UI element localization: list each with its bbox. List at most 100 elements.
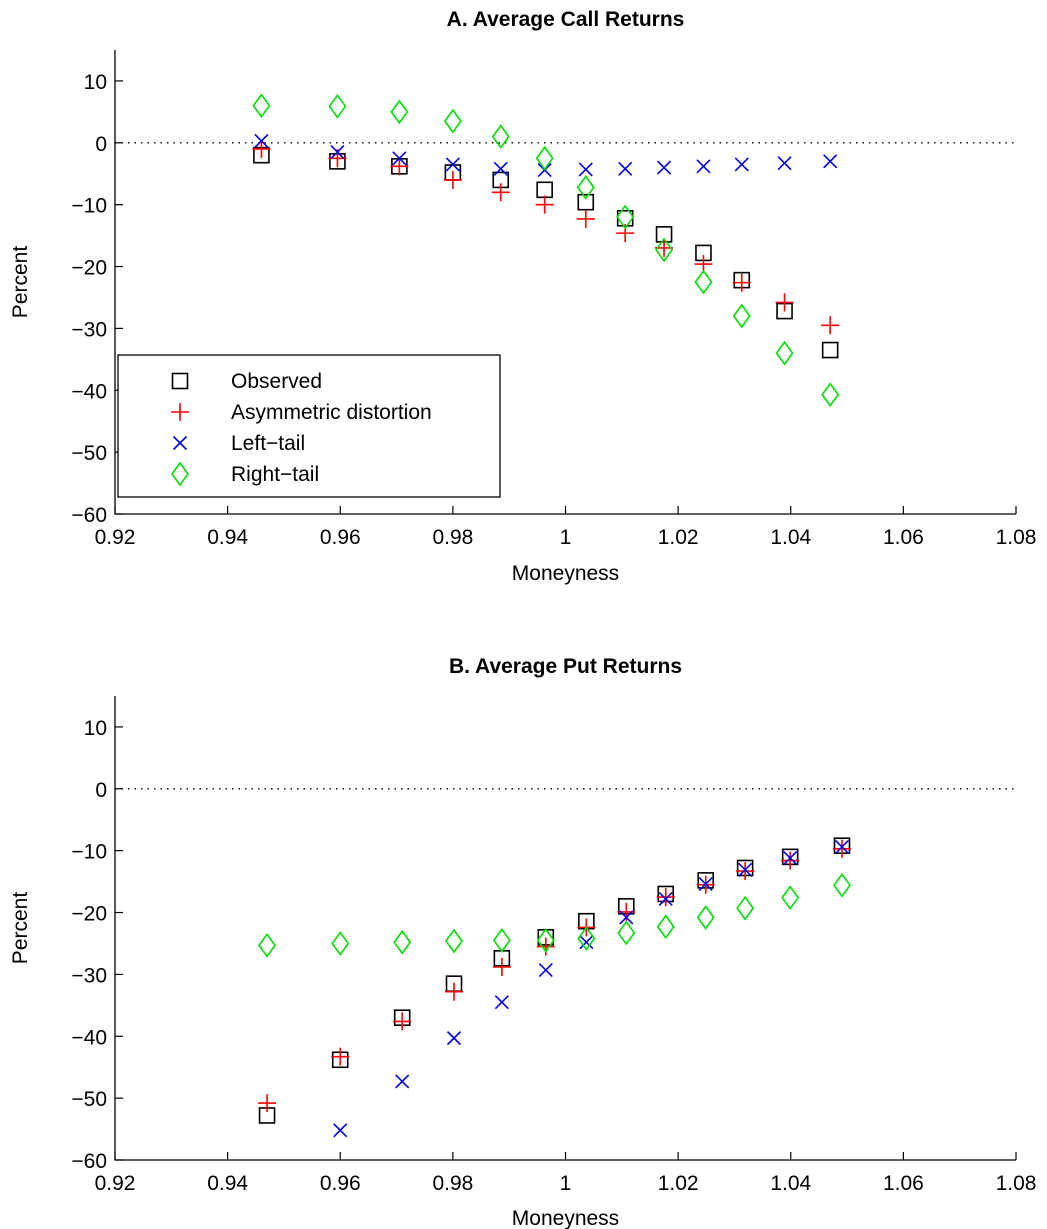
point-plus	[390, 157, 409, 176]
x-tick-label: 1.08	[996, 1172, 1037, 1195]
y-tick-label: −10	[71, 195, 107, 218]
point-plus	[732, 273, 751, 292]
x-tick-label: 1	[560, 1172, 572, 1195]
point-diamond	[781, 885, 800, 911]
x-tick-label: 1.04	[770, 526, 811, 549]
point-diamond	[443, 108, 462, 134]
point-diamond	[732, 303, 751, 329]
x-tick-label: 0.94	[207, 1172, 248, 1195]
point-diamond	[492, 928, 511, 953]
point-diamond	[536, 928, 555, 953]
x-axis-label: Moneyness	[512, 1207, 619, 1229]
point-cross	[696, 159, 711, 174]
point-plus	[491, 183, 510, 202]
point-diamond	[252, 93, 271, 119]
point-cross	[254, 133, 269, 149]
point-diamond	[775, 340, 794, 366]
point-plus	[252, 139, 271, 158]
x-tick-label: 0.96	[320, 1172, 361, 1195]
point-diamond	[696, 905, 715, 930]
point-diamond	[694, 269, 713, 295]
legend-marker-cross	[172, 435, 188, 451]
x-axis-label: Moneyness	[512, 562, 619, 585]
x-tick-label: 1.04	[770, 1172, 811, 1195]
point-cross	[834, 839, 850, 855]
point-cross	[658, 891, 673, 906]
point-plus	[576, 209, 595, 228]
point-plus	[736, 862, 755, 881]
point-diamond	[576, 174, 595, 200]
point-cross	[392, 151, 407, 166]
y-tick-label: −30	[71, 964, 107, 987]
point-cross	[333, 1123, 348, 1138]
point-cross	[538, 963, 553, 978]
y-tick-label: −50	[71, 442, 107, 465]
point-plus	[536, 937, 555, 956]
point-diamond	[393, 929, 412, 955]
y-tick-label: −40	[71, 380, 107, 403]
x-tick-label: 1	[560, 526, 572, 549]
point-plus	[258, 1094, 277, 1113]
legend-marker-square	[171, 372, 189, 390]
x-tick-label: 0.96	[320, 526, 361, 549]
point-plus	[443, 170, 462, 189]
point-diamond	[617, 920, 636, 946]
y-tick-label: −40	[71, 1026, 107, 1049]
point-plus	[535, 195, 554, 214]
legend-box	[117, 354, 501, 498]
point-diamond	[577, 926, 596, 951]
point-square	[536, 181, 553, 199]
point-plus	[656, 888, 675, 907]
legend-label: Asymmetric distortion	[231, 401, 432, 424]
x-tick-label: 0.98	[432, 1172, 473, 1195]
point-plus	[492, 957, 511, 976]
x-tick-label: 1.02	[658, 1172, 699, 1195]
point-diamond	[258, 932, 277, 958]
point-cross	[698, 877, 713, 892]
point-diamond	[491, 124, 510, 149]
point-diamond	[833, 872, 851, 898]
y-axis-label: Percent	[9, 892, 32, 965]
x-tick-label: 0.92	[95, 526, 136, 549]
x-tick-label: 0.98	[432, 526, 473, 549]
y-tick-label: −10	[71, 841, 107, 864]
legend-marker-plus	[171, 403, 189, 421]
point-cross	[330, 145, 345, 160]
point-cross	[618, 161, 633, 176]
point-square	[821, 341, 839, 359]
point-diamond	[821, 382, 840, 407]
chart-title: A. Average Call Returns	[447, 8, 685, 31]
y-tick-label: −60	[71, 1150, 107, 1173]
y-tick-label: −60	[71, 504, 107, 527]
point-plus	[445, 982, 464, 1001]
point-square	[577, 193, 595, 211]
data-points	[258, 837, 851, 1138]
point-cross	[734, 157, 749, 172]
point-cross	[777, 156, 792, 171]
y-tick-label: −50	[71, 1088, 107, 1111]
point-plus	[393, 1012, 412, 1031]
point-cross	[395, 1074, 410, 1089]
point-plus	[821, 316, 840, 335]
y-tick-label: −30	[71, 318, 107, 341]
point-cross	[445, 157, 460, 172]
point-diamond	[616, 204, 635, 230]
y-tick-label: 10	[84, 717, 107, 740]
legend-label: Observed	[231, 370, 322, 393]
point-diamond	[328, 93, 347, 119]
point-plus	[781, 851, 800, 870]
point-plus	[832, 839, 851, 858]
point-diamond	[390, 99, 409, 125]
x-tick-label: 1.06	[883, 526, 924, 549]
point-cross	[579, 935, 594, 950]
x-tick-label: 0.92	[95, 1172, 136, 1195]
data-points	[252, 93, 840, 407]
point-cross	[656, 160, 672, 175]
chart-panel-1: A. Average Call Returns 0.92 0.94 0.96 0.98 1…	[9, 8, 1036, 585]
x-tick-label: 1.06	[883, 1172, 924, 1195]
point-diamond	[535, 145, 554, 171]
legend: Observed Asymmetric distortion Left−tail Ri…	[117, 354, 501, 498]
point-cross	[494, 995, 509, 1010]
chart-panel-2: B. Average Put Returns 0.92 0.94 0.96 0.98 1 1…	[9, 655, 1036, 1229]
point-diamond	[736, 895, 755, 921]
